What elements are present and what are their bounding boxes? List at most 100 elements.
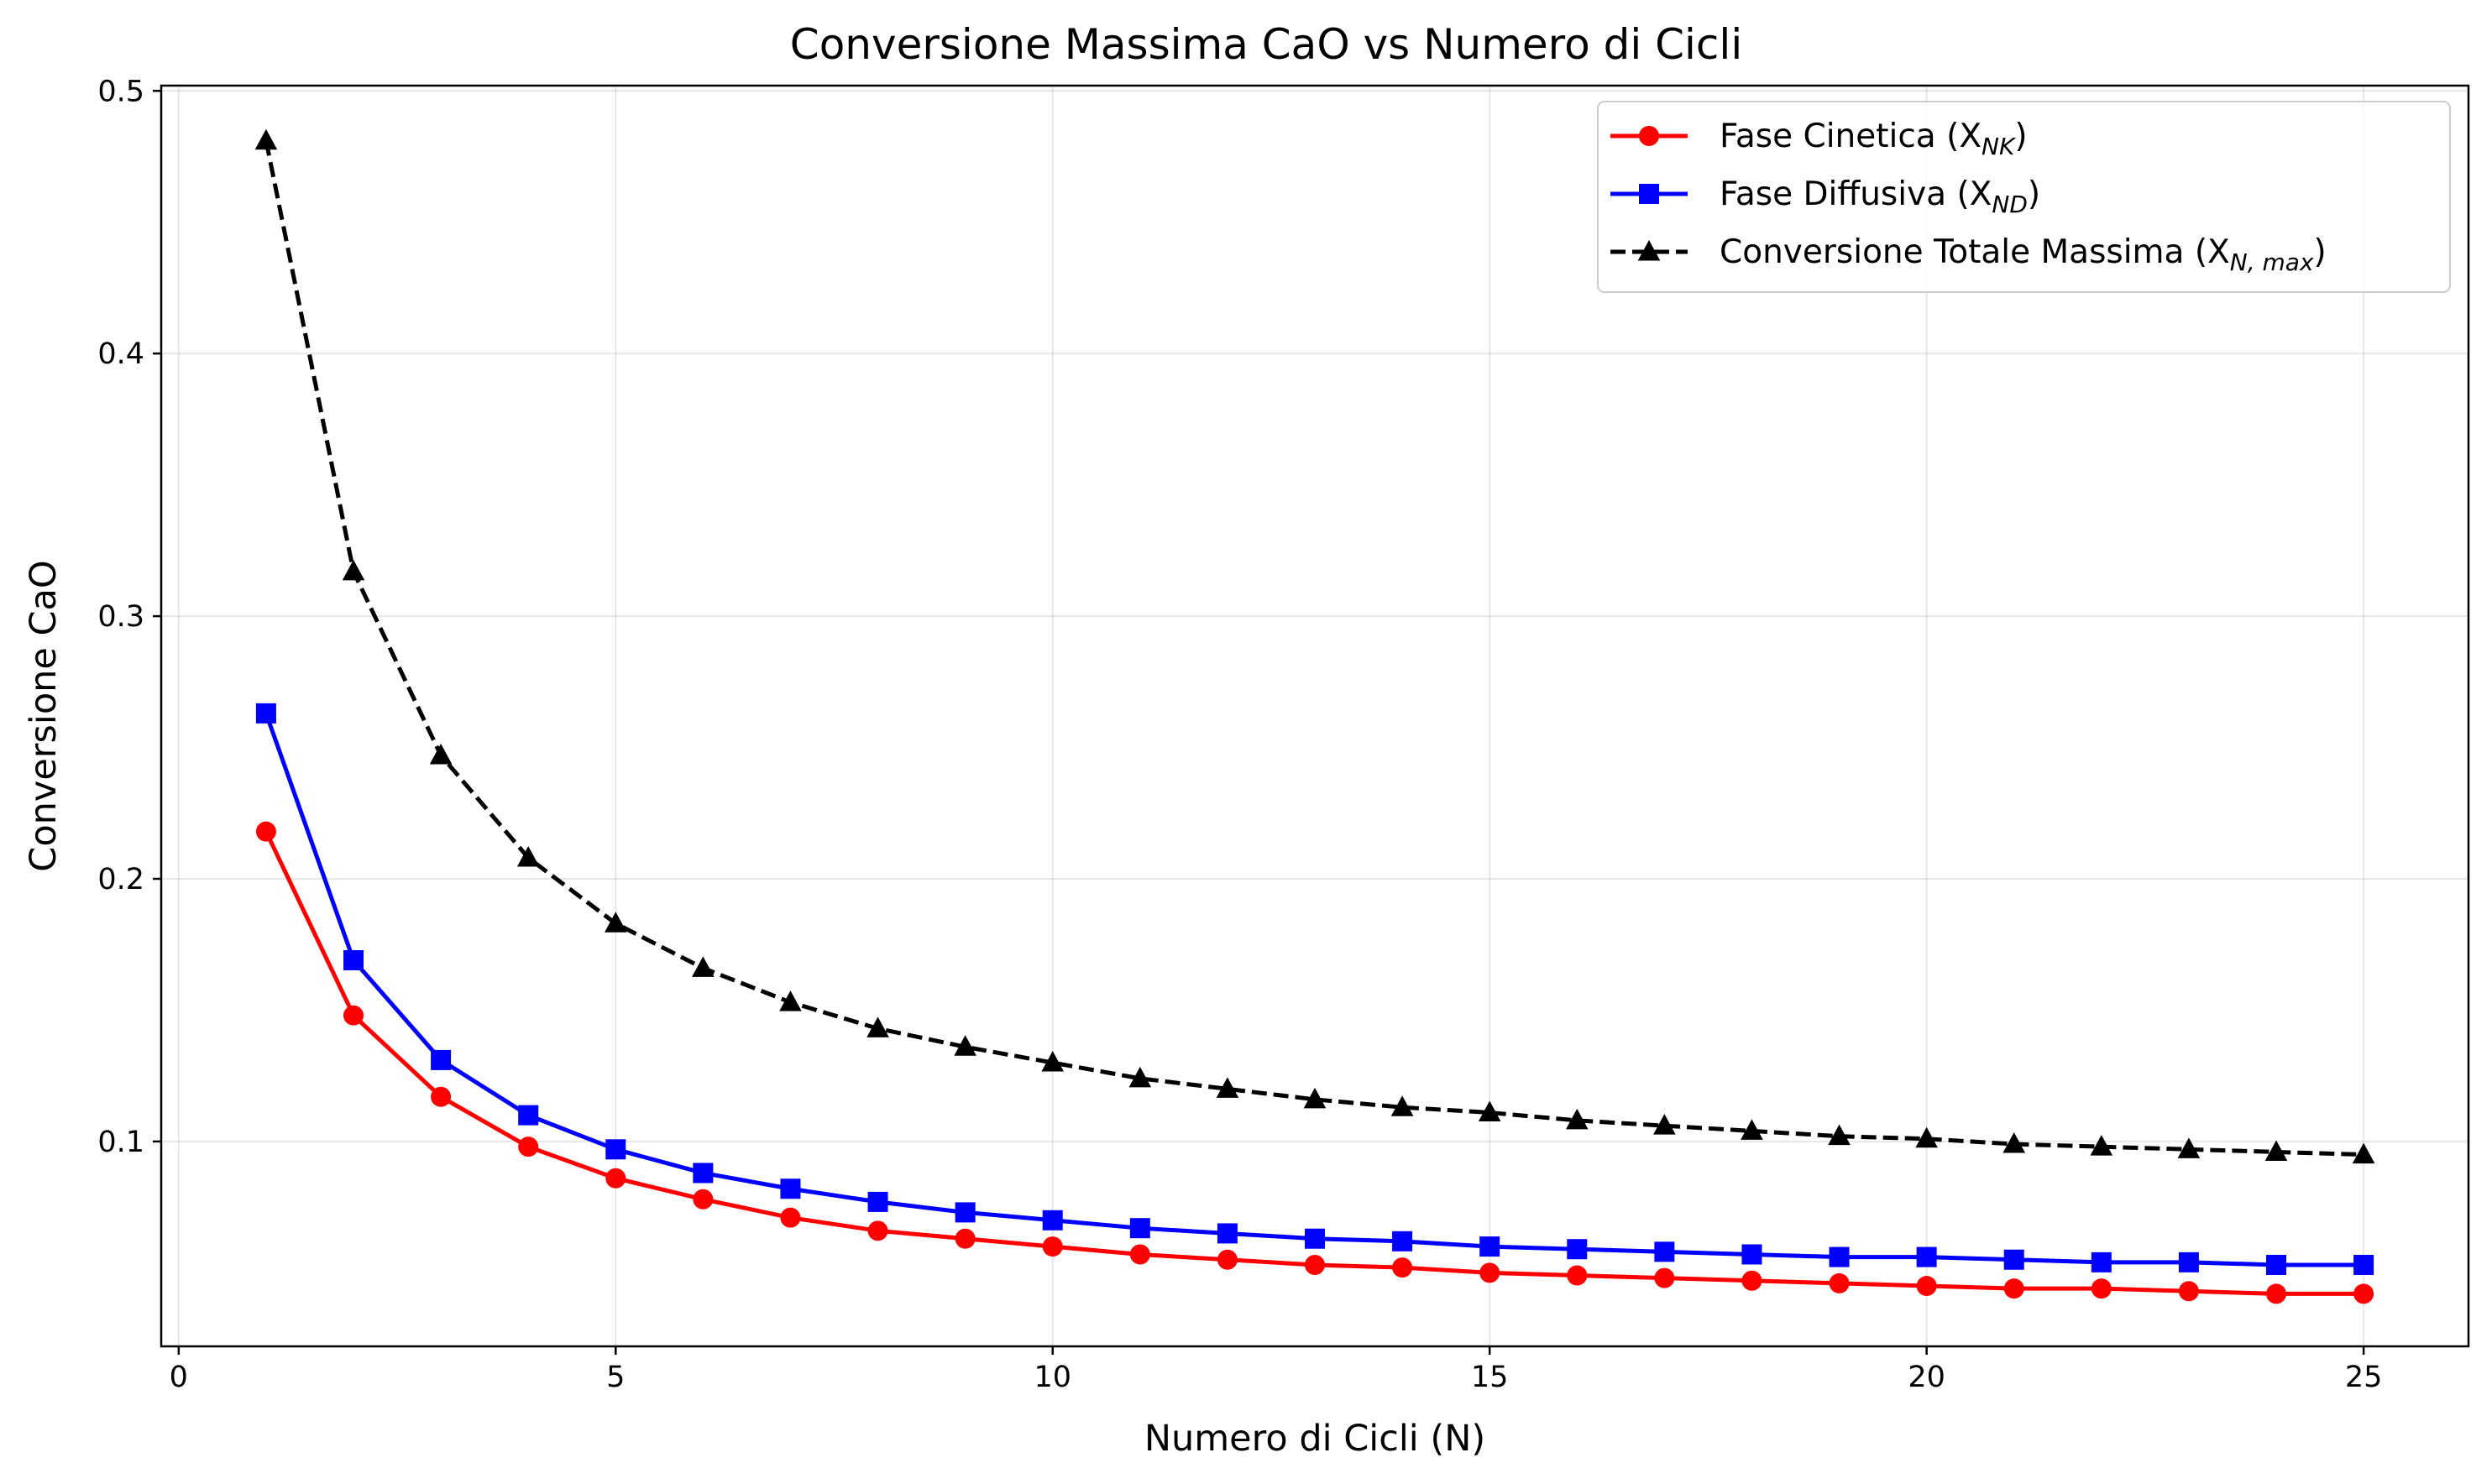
- data-point: [779, 990, 802, 1011]
- data-point: [518, 1105, 539, 1126]
- data-point: [1567, 1239, 1588, 1260]
- series-1: [255, 821, 2374, 1304]
- data-point: [342, 559, 365, 581]
- data-point: [1741, 1244, 1762, 1265]
- legend-label: Conversione Totale Massima (XN, max): [1720, 233, 2327, 276]
- data-point: [2177, 1137, 2201, 1158]
- data-point: [1216, 1077, 1239, 1098]
- data-point: [2178, 1251, 2199, 1272]
- data-point: [1390, 1095, 1414, 1116]
- data-point: [867, 1191, 888, 1212]
- y-tick-label: 0.5: [97, 75, 144, 108]
- chart-title: Conversione Massima CaO vs Numero di Cic…: [790, 20, 1742, 69]
- data-point: [1479, 1236, 1500, 1257]
- data-point: [431, 1086, 452, 1107]
- data-point: [518, 1137, 539, 1157]
- plot-frame: [160, 84, 2470, 1348]
- x-axis-label: Numero di Cicli (N): [1144, 1418, 1485, 1460]
- data-point: [1305, 1254, 1325, 1275]
- data-point: [2178, 1281, 2199, 1302]
- data-point: [955, 1228, 976, 1249]
- x-tick-label: 15: [1471, 1361, 1509, 1394]
- legend-label: Fase Diffusiva (XND): [1720, 175, 2040, 218]
- series-layer: [254, 128, 2375, 1304]
- data-point: [2353, 1283, 2374, 1304]
- data-point: [1653, 1114, 1676, 1135]
- legend-frame: [1597, 101, 2451, 293]
- legend-label: Fase Cinetica (XNK): [1720, 118, 2028, 160]
- data-point: [1654, 1267, 1675, 1288]
- legend-entry-2: Fase Diffusiva (XND): [1610, 175, 2040, 218]
- legend-entry-3: Conversione Totale Massima (XN, max): [1610, 233, 2327, 276]
- data-point: [1916, 1276, 1937, 1297]
- legend-marker: [1637, 240, 1661, 261]
- data-point: [1305, 1228, 1325, 1249]
- data-point: [2266, 1254, 2286, 1275]
- x-tick-label: 20: [1908, 1361, 1945, 1394]
- data-point: [867, 1220, 888, 1241]
- x-axis-ticks: 0 5 10 15 20 25: [170, 1346, 2383, 1394]
- data-point: [1915, 1126, 1938, 1148]
- data-point: [1042, 1236, 1063, 1257]
- data-point: [1128, 1066, 1152, 1088]
- data-point: [2266, 1283, 2286, 1304]
- data-point: [955, 1202, 976, 1223]
- y-tick-label: 0.1: [97, 1126, 144, 1159]
- y-tick-label: 0.4: [97, 337, 144, 371]
- x-tick-label: 25: [2345, 1361, 2383, 1394]
- x-tick-label: 0: [170, 1361, 188, 1394]
- x-tick-label: 5: [606, 1361, 625, 1394]
- data-point: [2264, 1140, 2288, 1161]
- data-point: [1741, 1119, 1763, 1140]
- grid: [161, 86, 2468, 1346]
- data-point: [516, 845, 540, 867]
- data-point: [2353, 1254, 2374, 1275]
- data-point: [343, 1005, 364, 1026]
- data-point: [255, 821, 276, 842]
- data-point: [693, 1163, 714, 1184]
- data-point: [1217, 1249, 1238, 1270]
- data-point: [255, 703, 276, 724]
- data-point: [692, 956, 715, 977]
- data-point: [1741, 1270, 1762, 1291]
- y-axis-label: Conversione CaO: [23, 560, 65, 871]
- data-point: [1303, 1087, 1327, 1109]
- data-point: [1217, 1223, 1238, 1244]
- data-point: [1478, 1100, 1501, 1122]
- series-3: [254, 128, 2375, 1164]
- data-point: [1654, 1241, 1675, 1262]
- data-point: [780, 1178, 801, 1199]
- y-axis-ticks: 0.1 0.2 0.3 0.4 0.5: [97, 75, 161, 1159]
- data-point: [2091, 1251, 2112, 1272]
- legend-marker: [1639, 184, 1659, 204]
- data-point: [1479, 1262, 1500, 1283]
- data-point: [343, 950, 364, 971]
- data-point: [1567, 1265, 1588, 1286]
- data-point: [866, 1016, 889, 1037]
- legend-marker: [1639, 126, 1659, 146]
- data-point: [2002, 1132, 2026, 1153]
- data-point: [1042, 1210, 1063, 1231]
- data-point: [1916, 1246, 1937, 1267]
- data-point: [2091, 1278, 2112, 1299]
- data-point: [1129, 1244, 1150, 1265]
- data-point: [693, 1189, 714, 1210]
- data-point: [254, 128, 278, 150]
- data-point: [2352, 1142, 2375, 1164]
- data-point: [780, 1207, 801, 1228]
- y-tick-label: 0.3: [97, 600, 144, 634]
- data-point: [431, 1049, 452, 1070]
- data-point: [2003, 1278, 2024, 1299]
- data-point: [605, 1168, 626, 1189]
- legend: Fase Cinetica (XNK) Fase Diffusiva (XND) C…: [1597, 101, 2451, 293]
- data-point: [1828, 1124, 1851, 1146]
- data-point: [2003, 1249, 2024, 1270]
- data-point: [604, 912, 627, 933]
- data-point: [954, 1035, 976, 1056]
- data-point: [1829, 1272, 1850, 1293]
- data-point: [1392, 1257, 1413, 1278]
- data-point: [605, 1139, 626, 1160]
- data-point: [2090, 1135, 2113, 1156]
- series-2: [255, 703, 2374, 1275]
